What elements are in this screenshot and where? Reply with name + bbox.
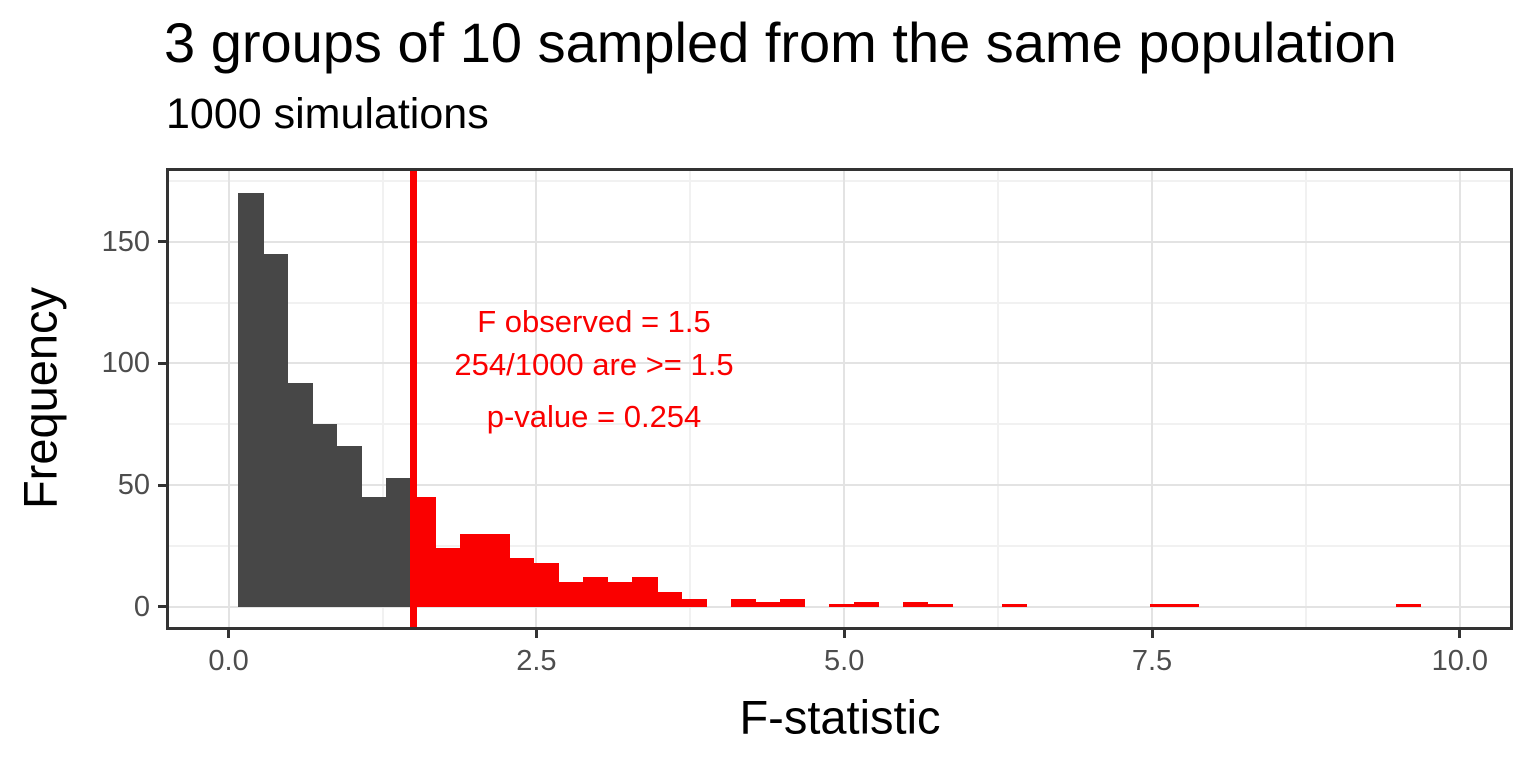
grid-major-v <box>227 168 230 630</box>
histogram-bar <box>287 382 313 607</box>
histogram-bar <box>730 599 757 607</box>
histogram-bar <box>755 601 781 607</box>
annotation-p-value: p-value = 0.254 <box>486 399 702 434</box>
y-axis-tick <box>158 240 166 244</box>
plot-panel: F observed = 1.5 254/1000 are >= 1.5 p-v… <box>166 168 1513 630</box>
y-tick-label: 100 <box>101 347 150 380</box>
annotation-count-ge-threshold: 254/1000 are >= 1.5 <box>454 347 734 382</box>
grid-minor-v <box>689 168 692 630</box>
histogram-bar <box>607 582 633 607</box>
histogram-bar <box>509 558 535 607</box>
x-tick-label: 10.0 <box>1431 645 1489 677</box>
grid-major-h <box>166 605 1513 608</box>
histogram-bar <box>435 548 461 607</box>
y-tick-label: 150 <box>101 225 150 258</box>
histogram-bar <box>1395 604 1421 607</box>
y-axis-tick <box>158 483 166 487</box>
chart-subtitle: 1000 simulations <box>166 90 489 138</box>
grid-major-v <box>1151 168 1153 630</box>
y-tick-label: 0 <box>133 590 150 623</box>
grid-minor-h <box>166 301 1513 304</box>
x-axis-tick <box>227 630 231 638</box>
x-tick-label: 0.0 <box>208 645 249 677</box>
chart-title: 3 groups of 10 sampled from the same pop… <box>164 11 1397 74</box>
grid-major-v <box>1458 168 1461 630</box>
histogram-bar <box>533 562 560 607</box>
histogram-bar <box>460 533 486 607</box>
histogram-bar <box>927 604 954 607</box>
grid-major-v <box>535 168 538 630</box>
histogram-bar <box>238 192 264 607</box>
histogram-bar <box>780 599 806 607</box>
annotation-f-observed: F observed = 1.5 <box>477 304 711 339</box>
grid-major-v <box>843 168 846 630</box>
x-axis-tick <box>1150 630 1154 638</box>
histogram-bar <box>336 446 363 607</box>
y-axis-tick <box>158 361 166 365</box>
histogram-bar <box>903 601 929 607</box>
histogram-bar <box>263 253 289 607</box>
x-axis-tick <box>1458 630 1462 638</box>
grid-minor-h <box>166 179 1513 182</box>
grid-minor-v <box>1304 168 1307 630</box>
histogram-bar <box>657 592 683 607</box>
histogram-bar <box>1149 604 1175 607</box>
grid-minor-v <box>381 168 384 630</box>
histogram-bar <box>583 577 609 607</box>
x-axis-tick <box>842 630 846 638</box>
y-axis-tick <box>158 605 166 609</box>
x-tick-label: 2.5 <box>516 645 557 677</box>
x-tick-label: 7.5 <box>1131 645 1173 677</box>
grid-minor-h <box>166 423 1513 426</box>
threshold-line <box>409 168 417 630</box>
histogram-bar <box>1174 604 1200 607</box>
histogram-bar <box>484 533 510 607</box>
grid-minor-v <box>997 168 1000 630</box>
grid-major-h <box>166 362 1513 365</box>
histogram-bar <box>829 604 855 607</box>
y-tick-label: 50 <box>117 469 150 502</box>
grid-major-h <box>166 240 1513 243</box>
x-axis-title: F-statistic <box>739 690 941 744</box>
histogram-bar <box>854 601 880 607</box>
histogram-bar <box>558 582 584 607</box>
grid-minor-h <box>166 544 1513 547</box>
x-axis-tick <box>534 630 538 638</box>
histogram-bar <box>632 577 658 607</box>
histogram-bar <box>386 477 412 607</box>
histogram-bar <box>1001 604 1027 607</box>
histogram-bar <box>361 497 387 607</box>
grid-major-h <box>166 484 1513 487</box>
x-tick-label: 5.0 <box>824 645 865 677</box>
histogram-bar <box>681 599 707 607</box>
histogram-bar <box>312 424 338 607</box>
